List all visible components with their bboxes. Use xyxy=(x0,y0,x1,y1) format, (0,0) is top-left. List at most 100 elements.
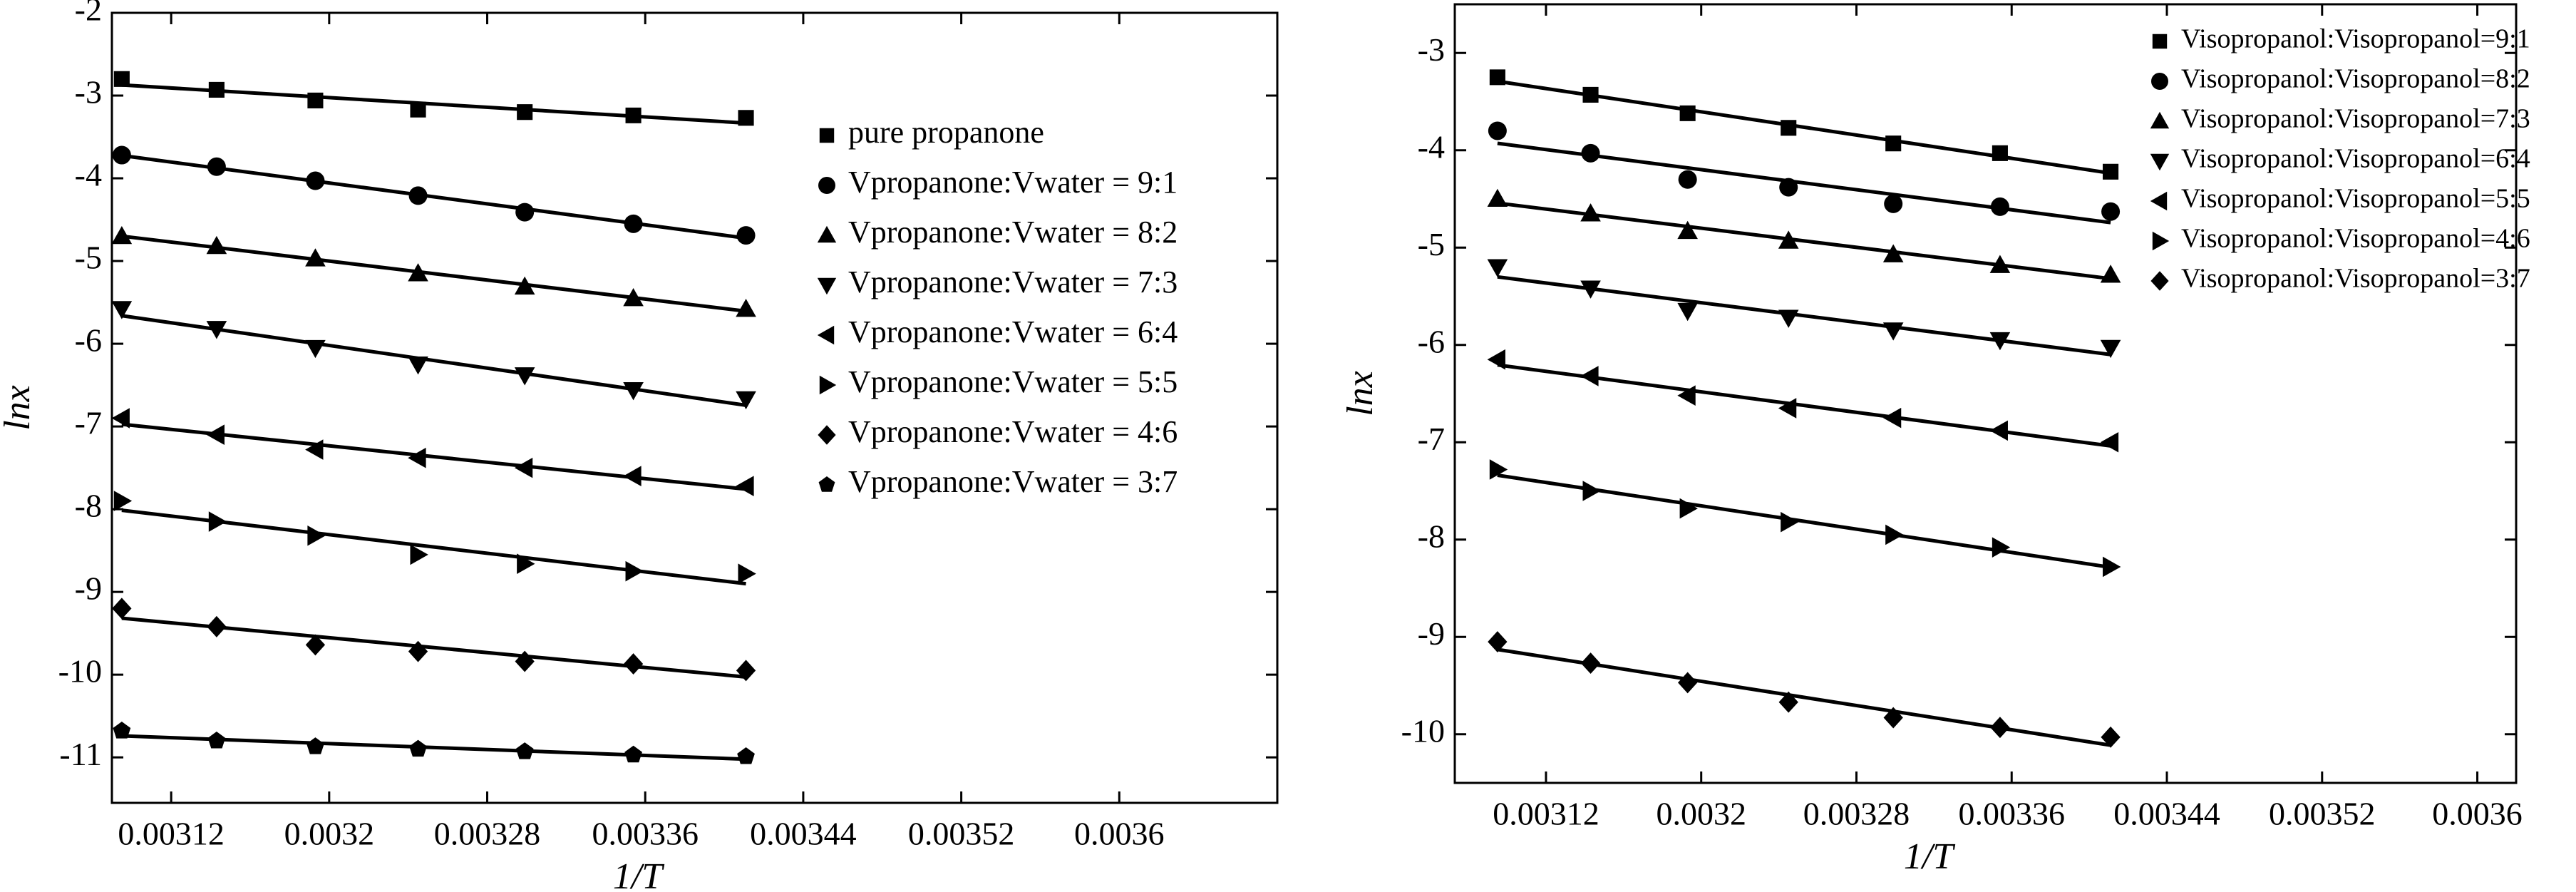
data-point xyxy=(515,203,535,222)
data-point xyxy=(410,101,426,118)
legend-marker xyxy=(817,225,837,243)
data-point xyxy=(738,110,754,126)
legend-label: Vpropanone:Vwater = 7:3 xyxy=(848,265,1178,299)
fit-line xyxy=(121,83,746,125)
legend-label: Visopropanol:Visopropanol=7:3 xyxy=(2181,104,2530,134)
data-point xyxy=(1582,86,1599,103)
data-point xyxy=(307,525,326,546)
y-tick-label: -7 xyxy=(1418,421,1445,457)
data-point xyxy=(113,722,131,739)
data-point xyxy=(1489,69,1505,86)
data-point xyxy=(736,391,756,410)
legend-label: Vpropanone:Vwater = 9:1 xyxy=(848,165,1178,200)
data-point xyxy=(2101,202,2121,221)
data-point xyxy=(408,263,428,282)
data-point xyxy=(305,248,326,267)
data-point xyxy=(408,357,428,375)
data-point xyxy=(623,466,642,487)
y-tick-label: -4 xyxy=(75,157,102,193)
x-tick-label: 0.00344 xyxy=(2113,796,2220,832)
data-point xyxy=(1679,105,1696,121)
y-axis-label: lnx xyxy=(0,385,38,431)
data-point xyxy=(623,382,644,401)
y-tick-label: -9 xyxy=(75,570,102,607)
data-point xyxy=(1679,498,1698,519)
data-point xyxy=(111,225,133,245)
data-point xyxy=(1990,717,2010,739)
y-tick-label: -10 xyxy=(1401,712,1445,749)
data-point xyxy=(1885,524,1904,545)
data-point xyxy=(1487,259,1508,277)
data-point xyxy=(111,408,130,429)
data-point xyxy=(514,367,535,386)
data-point xyxy=(1989,332,2011,351)
legend-label: Visopropanol:Visopropanol=4:6 xyxy=(2181,224,2530,254)
data-point xyxy=(1882,407,1902,429)
data-point xyxy=(517,104,533,121)
data-point xyxy=(1778,398,1797,419)
data-point xyxy=(206,321,227,339)
legend-marker xyxy=(818,177,835,194)
x-tick-label: 0.00312 xyxy=(1493,796,1599,832)
data-point xyxy=(736,660,756,682)
data-point xyxy=(1677,302,1698,322)
data-point xyxy=(1885,135,1902,152)
data-point xyxy=(1992,145,2008,161)
legend-marker xyxy=(2152,231,2170,251)
fit-line xyxy=(1497,79,2111,175)
data-point xyxy=(514,276,535,295)
data-point xyxy=(207,157,226,176)
data-point xyxy=(2100,431,2119,453)
y-tick-label: -5 xyxy=(1418,226,1445,262)
data-point xyxy=(1778,230,1799,249)
y-tick-label: -8 xyxy=(75,488,102,524)
legend-label: pure propanone xyxy=(848,115,1044,150)
fit-line xyxy=(121,234,746,313)
data-point xyxy=(1778,691,1798,713)
legend-marker xyxy=(2150,153,2170,171)
data-point xyxy=(1989,255,2011,273)
data-point xyxy=(1779,178,1798,197)
y-tick-label: -10 xyxy=(58,653,102,689)
data-point xyxy=(1487,349,1505,370)
legend-label: Visopropanol:Visopropanol=5:5 xyxy=(2181,184,2530,214)
plot-frame xyxy=(110,11,1279,804)
data-point xyxy=(1580,280,1601,299)
data-point xyxy=(206,235,227,255)
data-point xyxy=(624,214,643,233)
legend-label: Visopropanol:Visopropanol=3:7 xyxy=(2181,264,2530,294)
x-tick-label: 0.00352 xyxy=(2269,796,2376,832)
data-point xyxy=(410,544,428,565)
data-point xyxy=(208,511,227,532)
x-tick-label: 0.00352 xyxy=(908,816,1015,852)
x-tick-label: 0.00312 xyxy=(118,816,225,852)
data-point xyxy=(408,447,426,468)
data-point xyxy=(1882,244,1904,262)
fit-line xyxy=(1497,275,2111,357)
data-point xyxy=(1781,511,1799,533)
legend-label: Vpropanone:Vwater = 4:6 xyxy=(848,414,1178,449)
legend-label: Visopropanol:Visopropanol=9:1 xyxy=(2181,24,2530,54)
data-point xyxy=(1990,197,2009,216)
y-tick-label: -8 xyxy=(1418,518,1445,554)
x-tick-label: 0.00328 xyxy=(1803,796,1910,832)
data-point xyxy=(2103,163,2119,180)
legend-marker xyxy=(817,277,837,295)
legend-marker xyxy=(2150,111,2170,129)
legend-label: Visopropanol:Visopropanol=8:2 xyxy=(2181,64,2530,94)
y-tick-label: -3 xyxy=(75,74,102,111)
data-point xyxy=(112,598,132,620)
x-axis-label: 1/T xyxy=(1904,836,1955,877)
x-tick-label: 0.0032 xyxy=(284,816,375,852)
data-point xyxy=(206,424,225,446)
legend-label: Vpropanone:Vwater = 5:5 xyxy=(848,364,1178,399)
data-point xyxy=(1884,194,1903,213)
data-point xyxy=(517,553,535,574)
data-point xyxy=(408,640,428,662)
data-point xyxy=(1488,121,1507,140)
legend-marker xyxy=(819,375,837,395)
fit-line xyxy=(1497,647,2111,747)
data-point xyxy=(305,634,326,656)
legend-marker xyxy=(818,425,836,445)
